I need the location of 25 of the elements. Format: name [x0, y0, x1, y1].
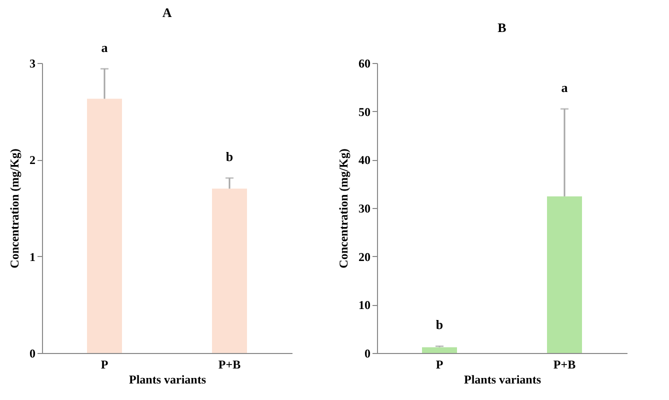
y-tick-label: 1 [30, 250, 36, 264]
y-tick-label: 3 [30, 56, 36, 70]
y-axis-title: Concentration (mg/Kg) [8, 148, 22, 268]
y-tick-label: 60 [358, 56, 370, 70]
y-tick-label: 40 [358, 153, 370, 168]
x-tick-label: P [436, 358, 444, 372]
x-tick-label: P+B [553, 358, 576, 372]
x-tick-label: P [100, 358, 108, 372]
chart-title: B [498, 20, 507, 35]
y-tick-label: 20 [358, 250, 370, 264]
y-tick-label: 30 [358, 202, 370, 216]
x-tick-label: P+B [218, 358, 241, 372]
y-tick-label: 0 [364, 346, 370, 360]
y-tick-label: 0 [30, 346, 36, 360]
y-tick-label: 10 [358, 298, 370, 312]
x-axis-title: Plants variants [464, 372, 542, 386]
y-axis-title: Concentration (mg/Kg) [336, 148, 350, 268]
annotation: b [226, 149, 234, 164]
y-tick-label: 2 [30, 153, 36, 168]
y-tick-label: 50 [358, 104, 370, 119]
annotation: a [101, 40, 108, 55]
annotation: b [436, 317, 444, 332]
annotation: a [561, 80, 568, 95]
x-axis-title: Plants variants [128, 372, 206, 386]
chart-title: A [162, 4, 172, 20]
